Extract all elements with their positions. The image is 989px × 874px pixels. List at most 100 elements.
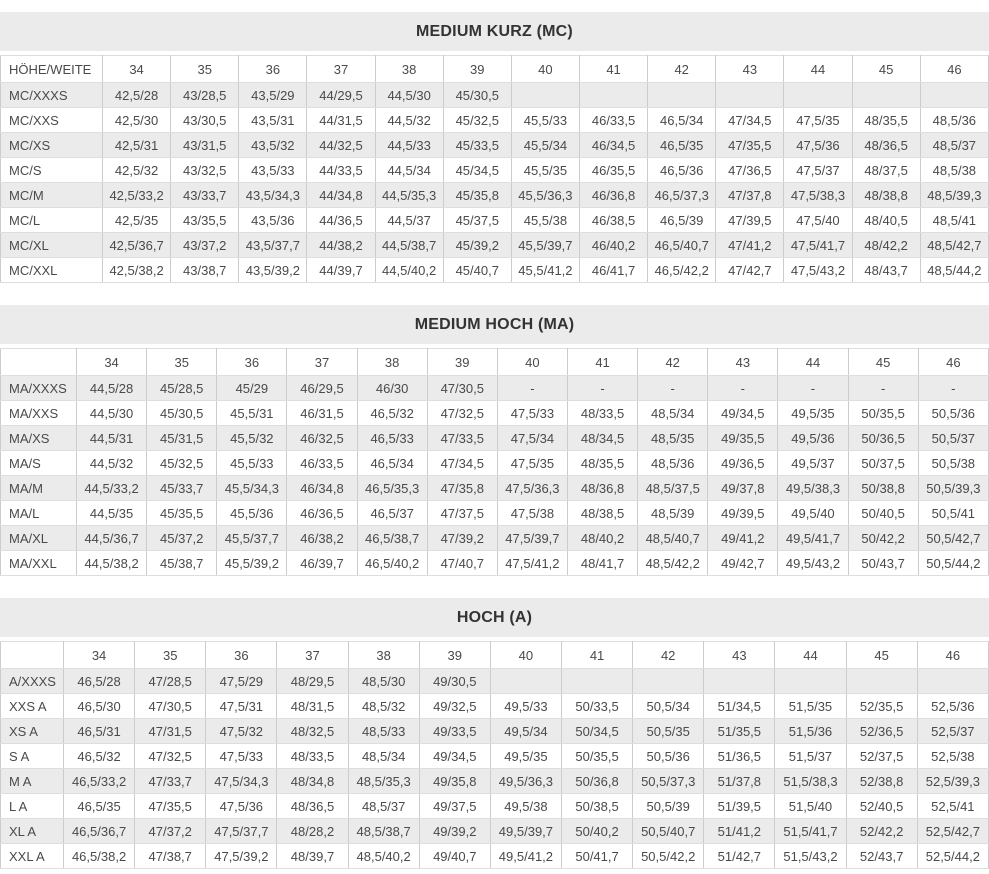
- size-cell: 49,5/37: [777, 450, 849, 476]
- size-cell: 48/36,8: [566, 475, 639, 501]
- size-cell: [715, 82, 785, 108]
- row-label: MA/XXS: [0, 400, 77, 426]
- size-cell: 51,5/38,3: [774, 768, 847, 794]
- size-cell: 43,5/33: [238, 157, 308, 183]
- header-size-cell: 35: [146, 348, 218, 376]
- size-cell: 50,5/37: [917, 425, 989, 451]
- table-row: MC/S 42,5/32 43/32,5 43,5/33 44/33,5 44,5/34 4…: [0, 157, 989, 183]
- size-cell: 45/37,5: [442, 207, 512, 233]
- size-cell: 46,5/40,7: [647, 232, 717, 258]
- size-cell: 47,5/36: [205, 793, 278, 819]
- table-row: XXS A 46,5/30 47/30,5 47,5/31 48/31,5 48,5/32…: [0, 693, 989, 719]
- size-cell: 45/40,7: [442, 257, 512, 283]
- size-cell: 45,5/35: [510, 157, 580, 183]
- size-cell: 47,5/37,7: [205, 818, 278, 844]
- size-cell: 47,5/36,3: [496, 475, 568, 501]
- size-cell: 52/36,5: [845, 718, 918, 744]
- size-cell: 46,5/38,2: [62, 843, 136, 869]
- header-size-cell: 44: [777, 348, 849, 376]
- size-cell: 48,5/37: [347, 793, 420, 819]
- size-cell: 49,5/33: [489, 693, 562, 719]
- size-cell: 43/35,5: [170, 207, 240, 233]
- size-cell: 45/35,8: [442, 182, 512, 208]
- size-cell: 46/31,5: [286, 400, 358, 426]
- size-cell: 47,5/39,7: [496, 525, 568, 551]
- size-cell: 43/37,2: [170, 232, 240, 258]
- size-cell: 47/32,5: [134, 743, 207, 769]
- size-cell: 44/38,2: [306, 232, 376, 258]
- size-cell: 49,5/40: [777, 500, 849, 526]
- size-cell: 46/38,5: [578, 207, 649, 233]
- table-row: XXL A 46,5/38,2 47/38,7 47,5/39,2 48/39,7 48,…: [0, 843, 989, 869]
- header-size-cell: 44: [783, 55, 853, 83]
- size-cell: 45,5/32: [216, 425, 288, 451]
- size-cell: 47,5/39,2: [205, 843, 278, 869]
- header-size-cell: 38: [356, 348, 428, 376]
- header-size-cell: 34: [101, 55, 172, 83]
- size-cell: 48/28,2: [276, 818, 349, 844]
- size-cell: 47,5/29: [205, 668, 278, 694]
- size-cell: 43/31,5: [170, 132, 240, 158]
- size-cell: [510, 82, 580, 108]
- size-cell: 48,5/40,2: [347, 843, 420, 869]
- size-cell: 45,5/36,3: [510, 182, 580, 208]
- size-cell: -: [566, 375, 639, 401]
- size-cell: 47/39,2: [426, 525, 498, 551]
- size-cell: 50/40,2: [560, 818, 634, 844]
- header-label-cell: [0, 348, 77, 376]
- size-cell: 46/29,5: [286, 375, 358, 401]
- size-cell: 48,5/37,5: [637, 475, 709, 501]
- size-cell: 52/35,5: [845, 693, 918, 719]
- size-cell: 45/33,7: [146, 475, 218, 501]
- row-label: MA/L: [0, 500, 77, 526]
- size-cell: 43/32,5: [170, 157, 240, 183]
- size-cell: 45,5/31: [216, 400, 288, 426]
- size-cell: 47,5/43,2: [783, 257, 853, 283]
- header-size-cell: 46: [917, 348, 989, 376]
- row-label: XS A: [0, 718, 64, 744]
- row-label: MA/M: [0, 475, 77, 501]
- size-cell: 45/37,2: [146, 525, 218, 551]
- row-label: MC/XXS: [0, 107, 103, 133]
- size-cell: 46,5/32: [62, 743, 136, 769]
- size-cell: 48,5/39,3: [919, 182, 989, 208]
- row-label: MC/XS: [0, 132, 103, 158]
- size-cell: 48,5/33: [347, 718, 420, 744]
- size-cell: 47/28,5: [134, 668, 207, 694]
- size-cell: 43/28,5: [170, 82, 240, 108]
- size-cell: 45/33,5: [442, 132, 512, 158]
- header-size-cell: 35: [134, 641, 207, 669]
- size-cell: 47,5/33: [496, 400, 568, 426]
- header-size-cell: 42: [647, 55, 717, 83]
- size-cell: 49,5/43,2: [777, 550, 849, 576]
- table-row: MC/XXXS 42,5/28 43/28,5 43,5/29 44/29,5 44,5/…: [0, 82, 989, 108]
- size-cell: 51,5/35: [774, 693, 847, 719]
- size-cell: 50/34,5: [560, 718, 634, 744]
- size-cell: 52,5/37: [916, 718, 989, 744]
- size-cell: 46/30: [356, 375, 428, 401]
- size-cell: 49/39,2: [418, 818, 491, 844]
- row-label: MC/M: [0, 182, 103, 208]
- size-cell: 47,5/33: [205, 743, 278, 769]
- size-cell: 43,5/31: [238, 107, 308, 133]
- size-cell: 47/31,5: [134, 718, 207, 744]
- size-cell: 46,5/37: [356, 500, 428, 526]
- size-cell: 49/40,7: [418, 843, 491, 869]
- header-size-cell: 37: [276, 641, 349, 669]
- size-cell: 48,5/39: [637, 500, 709, 526]
- size-grid: HÖHE/WEITE 34 35 36 37 38 39 40 41 42 43 44 45 46 MC/X…: [0, 55, 989, 283]
- size-cell: [578, 82, 649, 108]
- size-cell: 50/35,5: [847, 400, 919, 426]
- size-cell: 47/38,7: [134, 843, 207, 869]
- size-cell: 48/34,5: [566, 425, 639, 451]
- size-cell: 51,5/41,7: [774, 818, 847, 844]
- size-cell: [647, 82, 717, 108]
- size-cell: [919, 82, 989, 108]
- size-cell: [916, 668, 989, 694]
- size-cell: 50/38,5: [560, 793, 634, 819]
- size-cell: 46,5/34: [356, 450, 428, 476]
- table-row: MA/XXS 44,5/30 45/30,5 45,5/31 46/31,5 46,5/3…: [0, 400, 989, 426]
- table-row: MC/XL 42,5/36,7 43/37,2 43,5/37,7 44/38,2 44,…: [0, 232, 989, 258]
- size-cell: 47/37,5: [426, 500, 498, 526]
- size-cell: 50/42,2: [847, 525, 919, 551]
